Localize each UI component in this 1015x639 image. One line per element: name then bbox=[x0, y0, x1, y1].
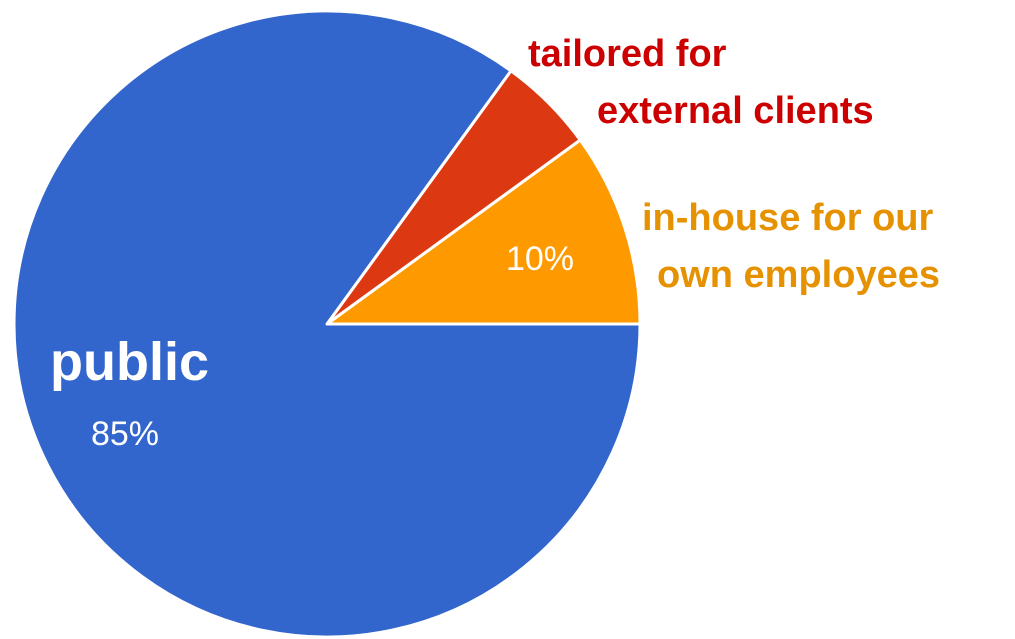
slice-label-public: public bbox=[50, 332, 209, 392]
slice-label-tailored-line2: external clients bbox=[597, 90, 874, 132]
slice-label-tailored-line1: tailored for bbox=[528, 33, 727, 75]
slice-label-inhouse-line1: in-house for our bbox=[642, 197, 934, 239]
slice-value-label-public: 85% bbox=[91, 415, 159, 453]
slice-label-inhouse-line2: own employees bbox=[657, 254, 940, 296]
pie-slice-public bbox=[12, 9, 642, 639]
pie-slices bbox=[12, 9, 642, 639]
slice-value-label-inhouse: 10% bbox=[506, 240, 574, 278]
pie-slice-inhouse bbox=[325, 138, 642, 326]
